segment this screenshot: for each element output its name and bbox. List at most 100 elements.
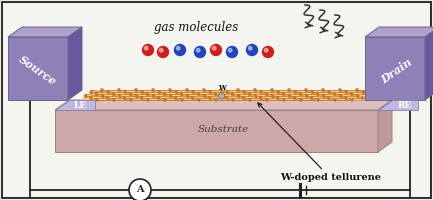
Circle shape xyxy=(145,92,149,96)
Circle shape xyxy=(327,96,331,100)
Circle shape xyxy=(174,96,178,100)
Text: Source: Source xyxy=(17,54,59,88)
Circle shape xyxy=(333,98,337,102)
Circle shape xyxy=(276,90,280,94)
Text: gas molecules: gas molecules xyxy=(154,21,238,34)
Circle shape xyxy=(158,46,168,58)
Polygon shape xyxy=(55,110,378,152)
Circle shape xyxy=(180,98,184,102)
Circle shape xyxy=(174,90,178,94)
Circle shape xyxy=(159,48,163,52)
Circle shape xyxy=(89,96,93,100)
Circle shape xyxy=(242,90,246,94)
Circle shape xyxy=(100,88,104,92)
Circle shape xyxy=(304,88,308,92)
Circle shape xyxy=(163,98,167,102)
Text: Drain: Drain xyxy=(379,56,414,86)
Text: A: A xyxy=(136,186,144,194)
Circle shape xyxy=(191,96,194,100)
Circle shape xyxy=(349,92,353,96)
Circle shape xyxy=(185,88,189,92)
Circle shape xyxy=(327,90,331,94)
Circle shape xyxy=(356,94,359,98)
Circle shape xyxy=(281,92,285,96)
Circle shape xyxy=(203,94,207,98)
Circle shape xyxy=(372,88,376,92)
Text: W-doped tellurene: W-doped tellurene xyxy=(258,103,381,182)
Circle shape xyxy=(265,92,268,96)
Circle shape xyxy=(107,90,110,94)
Circle shape xyxy=(219,93,224,99)
Polygon shape xyxy=(68,27,82,100)
Circle shape xyxy=(89,90,93,94)
Circle shape xyxy=(288,94,291,98)
Circle shape xyxy=(214,98,218,102)
Circle shape xyxy=(333,92,336,96)
Circle shape xyxy=(208,90,212,94)
Circle shape xyxy=(287,88,291,92)
Circle shape xyxy=(123,96,126,100)
Circle shape xyxy=(299,98,303,102)
Circle shape xyxy=(248,92,251,96)
Text: W: W xyxy=(218,84,226,92)
Circle shape xyxy=(321,88,325,92)
Polygon shape xyxy=(8,27,82,37)
Circle shape xyxy=(117,88,121,92)
Circle shape xyxy=(210,45,222,55)
Circle shape xyxy=(344,96,348,100)
Circle shape xyxy=(367,92,370,96)
Circle shape xyxy=(316,92,319,96)
Text: LE: LE xyxy=(73,100,87,110)
Circle shape xyxy=(338,88,342,92)
Circle shape xyxy=(112,98,116,102)
Circle shape xyxy=(259,96,262,100)
Circle shape xyxy=(146,98,150,102)
Circle shape xyxy=(151,88,155,92)
Polygon shape xyxy=(55,100,95,110)
Circle shape xyxy=(140,90,144,94)
Circle shape xyxy=(220,94,223,98)
Circle shape xyxy=(134,88,138,92)
Circle shape xyxy=(84,94,87,98)
Circle shape xyxy=(118,94,121,98)
Circle shape xyxy=(276,96,280,100)
Circle shape xyxy=(265,98,269,102)
Polygon shape xyxy=(378,100,418,110)
Circle shape xyxy=(163,92,166,96)
Circle shape xyxy=(246,45,258,55)
Text: Substrate: Substrate xyxy=(197,124,249,134)
Circle shape xyxy=(157,96,161,100)
Circle shape xyxy=(305,94,308,98)
Polygon shape xyxy=(365,37,425,100)
Circle shape xyxy=(186,94,189,98)
Circle shape xyxy=(310,96,313,100)
Circle shape xyxy=(169,94,172,98)
Polygon shape xyxy=(80,90,384,100)
Circle shape xyxy=(361,96,365,100)
Circle shape xyxy=(144,46,148,50)
Circle shape xyxy=(253,88,257,92)
Text: RE: RE xyxy=(398,100,412,110)
Circle shape xyxy=(249,46,252,50)
Circle shape xyxy=(242,96,246,100)
Circle shape xyxy=(259,90,263,94)
Circle shape xyxy=(129,179,151,200)
Polygon shape xyxy=(425,27,433,100)
Circle shape xyxy=(316,98,320,102)
Circle shape xyxy=(142,45,154,55)
Polygon shape xyxy=(8,37,68,100)
Circle shape xyxy=(220,94,223,98)
Circle shape xyxy=(176,46,180,50)
Circle shape xyxy=(262,46,274,58)
Circle shape xyxy=(197,92,200,96)
Circle shape xyxy=(350,98,354,102)
Circle shape xyxy=(101,94,104,98)
Circle shape xyxy=(94,92,98,96)
Circle shape xyxy=(344,90,348,94)
Circle shape xyxy=(197,48,200,52)
Circle shape xyxy=(237,94,240,98)
Circle shape xyxy=(158,90,161,94)
Circle shape xyxy=(197,98,201,102)
Circle shape xyxy=(254,94,257,98)
Circle shape xyxy=(248,98,252,102)
